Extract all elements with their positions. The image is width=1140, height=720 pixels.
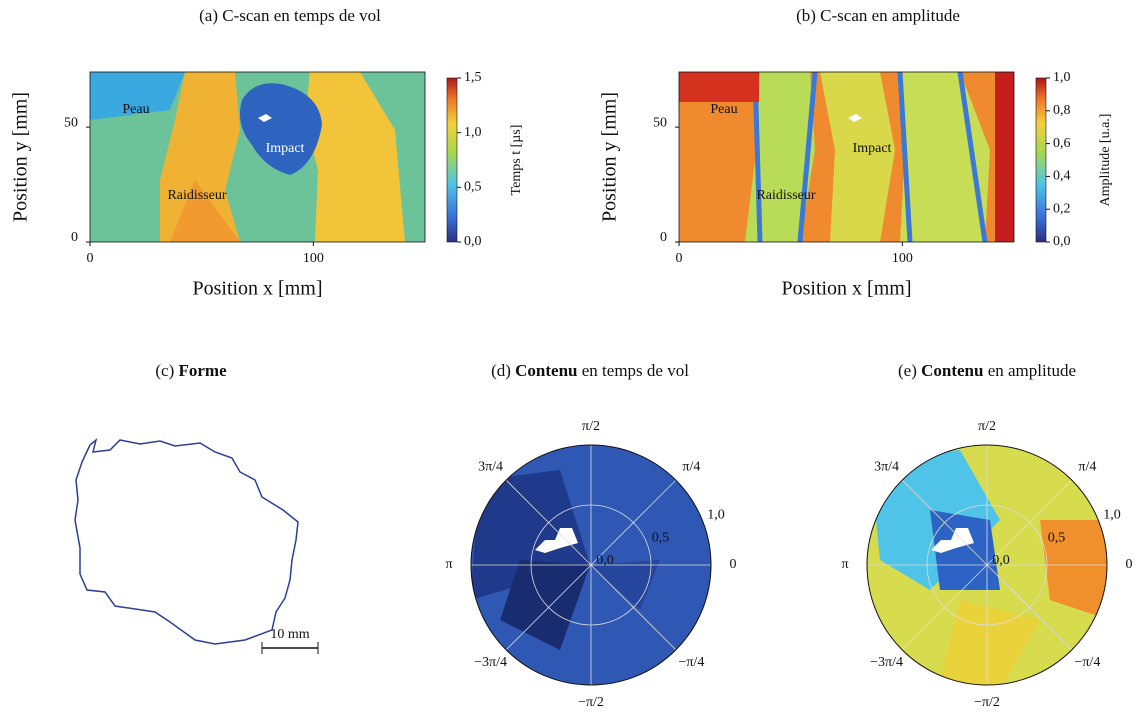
panel-title: (e) Contenu en amplitude	[898, 361, 1076, 380]
title-bold: Contenu	[921, 361, 983, 380]
panel-title: (d) Contenu en temps de vol	[491, 361, 689, 380]
angle-tick-label: π	[841, 557, 848, 572]
colorbar	[446, 77, 458, 243]
colorbar	[1035, 77, 1047, 243]
colorbar-tick-label: 0,4	[1053, 169, 1071, 184]
radial-tick-label: 0,5	[1048, 530, 1066, 545]
x-tick-label: 0	[87, 251, 94, 266]
x-tick-label: 0	[676, 251, 683, 266]
angle-tick-label: π/2	[582, 419, 600, 434]
annotation: Raidisseur	[756, 188, 815, 203]
radial-grid-line	[530, 504, 652, 626]
angle-tick-label: π/4	[1078, 460, 1096, 475]
title-label: (d)	[491, 361, 511, 380]
colorbar-tick-label: 0,5	[464, 180, 482, 195]
title-rest: en temps de vol	[582, 361, 689, 380]
scale-bar-label: 10 mm	[270, 627, 309, 642]
heatmap-image	[679, 72, 1014, 242]
x-axis-label: Position x [mm]	[192, 278, 322, 300]
angle-tick-label: π/4	[682, 460, 700, 475]
radial-tick-label: 0,5	[652, 530, 670, 545]
y-tick-label: 50	[64, 115, 78, 130]
angle-tick-label: −π/2	[578, 695, 604, 710]
angle-tick-label: 3π/4	[478, 460, 503, 475]
x-tick-label: 100	[892, 251, 913, 266]
radial-tick-label: 1,0	[1103, 508, 1121, 523]
annotation: Raidisseur	[167, 188, 226, 203]
shape-outline	[74, 437, 299, 645]
panel-title: (a) C-scan en temps de vol	[199, 6, 381, 25]
y-axis-label: Position y [mm]	[599, 92, 621, 222]
panel-title: (b) C-scan en amplitude	[796, 6, 960, 25]
x-axis-label: Position x [mm]	[781, 278, 911, 300]
annotation: Impact	[853, 141, 892, 156]
angle-tick-label: π	[445, 557, 452, 572]
colorbar-tick-label: 1,0	[1053, 70, 1071, 85]
title-rest: en amplitude	[988, 361, 1076, 380]
colorbar-tick-label: 0,2	[1053, 201, 1071, 216]
radial-tick-label: 0,0	[596, 553, 614, 568]
y-axis-label: Position y [mm]	[10, 92, 32, 222]
colorbar-tick-label: 0,6	[1053, 136, 1071, 151]
plot-frame	[89, 71, 426, 243]
x-tick-label: 100	[303, 251, 324, 266]
plot-frame	[678, 71, 1015, 243]
colorbar-tick-label: 0,8	[1053, 103, 1071, 118]
angle-tick-label: −π/4	[1074, 655, 1100, 670]
title-bold: Contenu	[515, 361, 577, 380]
angle-tick-label: π/2	[978, 419, 996, 434]
y-tick-label: 50	[653, 115, 667, 130]
radial-tick-label: 0,0	[992, 553, 1010, 568]
angle-tick-label: −π/2	[974, 695, 1000, 710]
annotation: Peau	[710, 102, 737, 117]
angle-tick-label: −3π/4	[474, 655, 507, 670]
angle-tick-label: −3π/4	[870, 655, 903, 670]
angle-tick-label: 3π/4	[874, 460, 899, 475]
title-bold: Forme	[178, 361, 227, 380]
radial-grid-line	[926, 504, 1048, 626]
colorbar-tick-label: 1,0	[464, 125, 482, 140]
heatmap-image	[90, 72, 425, 242]
angle-tick-label: −π/4	[678, 655, 704, 670]
polar-frame	[866, 444, 1108, 686]
annotation: Impact	[266, 141, 305, 156]
title-label: (c)	[155, 361, 174, 380]
colorbar-label: Temps t [µs]	[509, 125, 524, 196]
y-tick-label: 0	[71, 230, 78, 245]
colorbar-label: Amplitude [u.a.]	[1098, 114, 1113, 207]
angle-tick-label: 0	[1126, 557, 1133, 572]
polar-frame	[470, 444, 712, 686]
colorbar-tick-label: 0,0	[464, 234, 482, 249]
radial-tick-label: 1,0	[707, 508, 725, 523]
title-label: (e)	[898, 361, 917, 380]
annotation: Peau	[122, 102, 149, 117]
panel-title: (c) Forme	[155, 361, 227, 380]
angle-tick-label: 0	[730, 557, 737, 572]
y-tick-label: 0	[660, 230, 667, 245]
colorbar-tick-label: 1,5	[464, 70, 482, 85]
colorbar-tick-label: 0,0	[1053, 234, 1071, 249]
